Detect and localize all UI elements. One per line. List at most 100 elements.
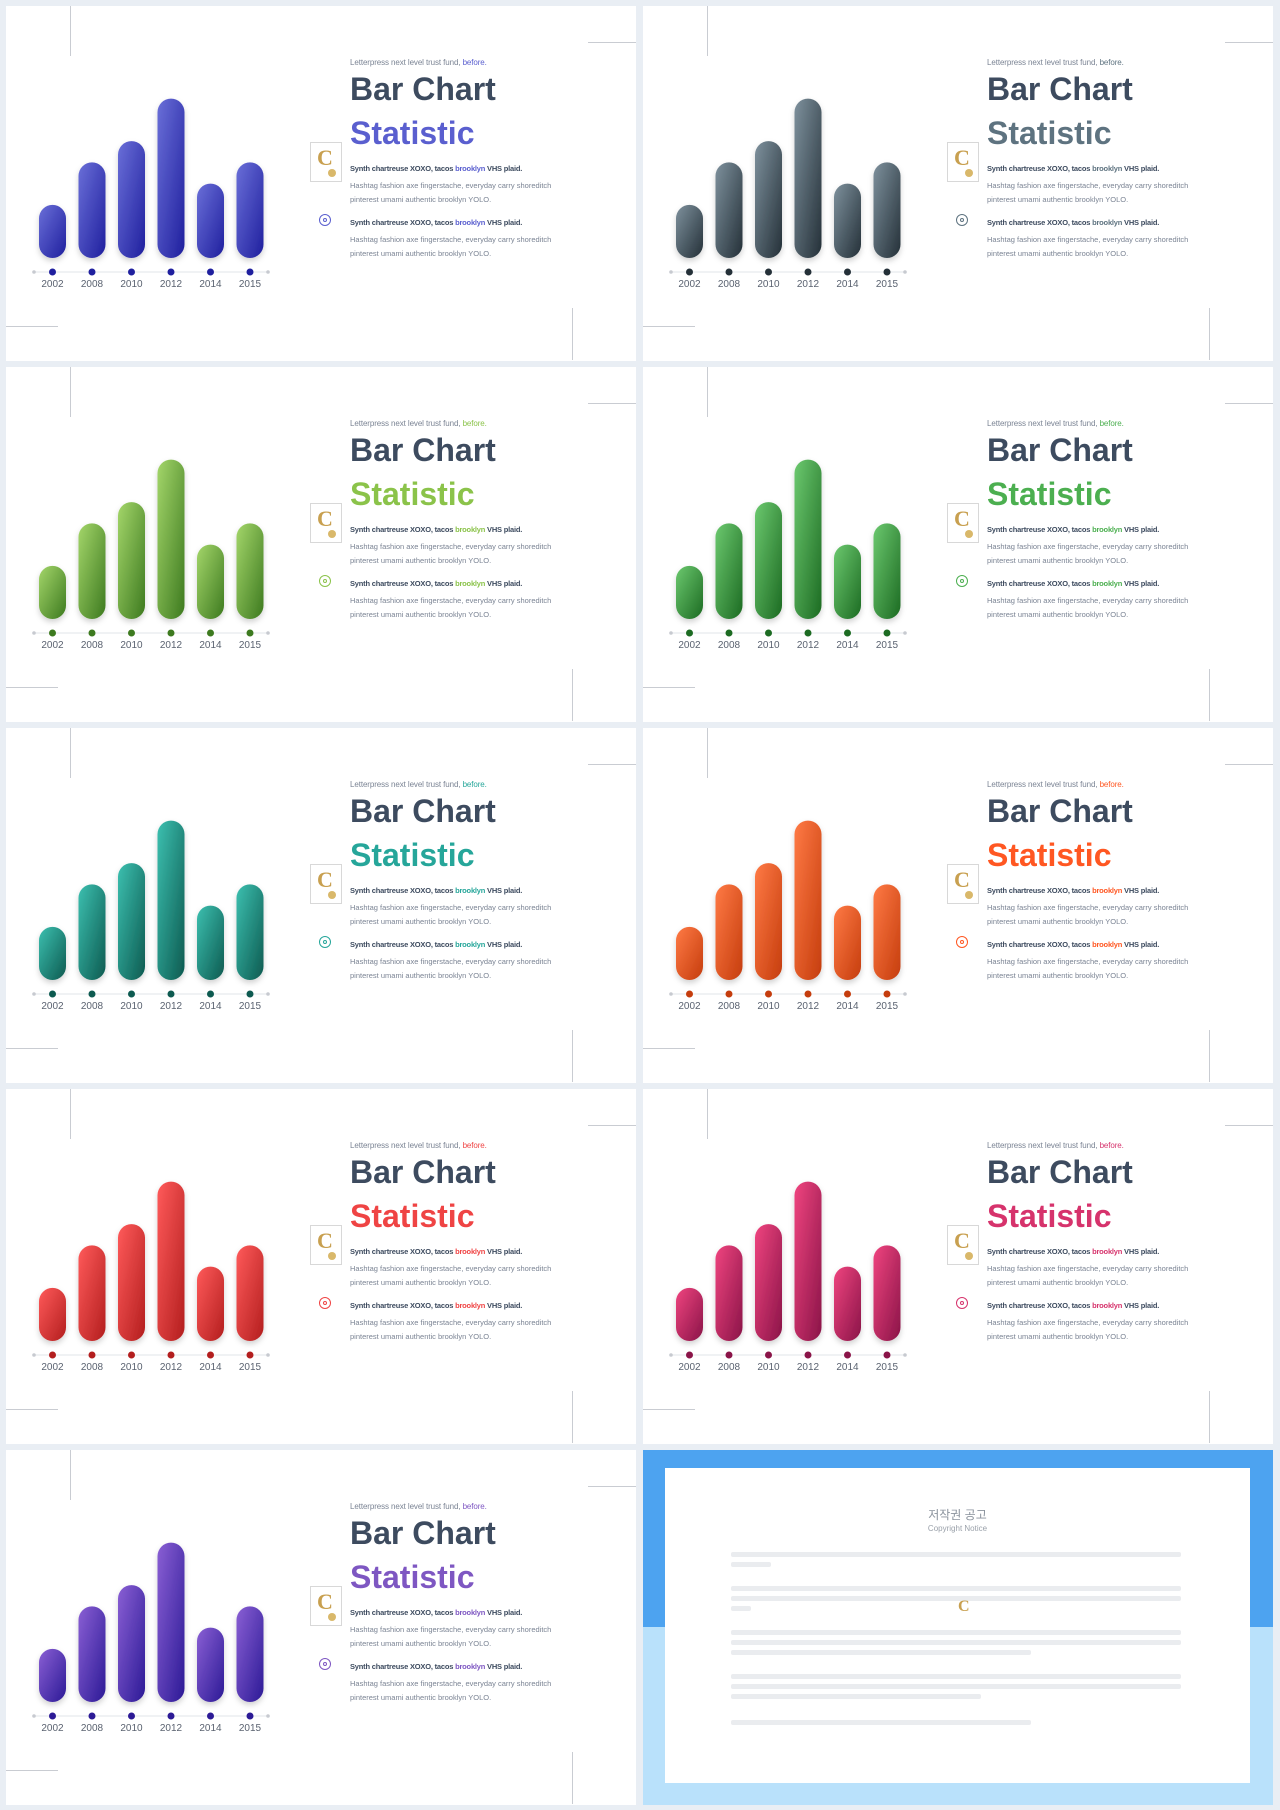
- logo-icon: C: [947, 1225, 979, 1265]
- axis-dot: [804, 629, 812, 637]
- bullet-body-line: pinterest umami authentic brooklyn YOLO.: [350, 1332, 492, 1341]
- bullet-text: Synth chartreuse XOXO, tacos brooklyn VH…: [350, 1247, 610, 1290]
- corner-line: [1225, 764, 1273, 765]
- kicker: Letterpress next level trust fund, befor…: [350, 1502, 620, 1511]
- chart-slide: 2002 2008 2010 2012 2014 2015 Letterpress next…: [6, 6, 636, 361]
- tick-label: 2010: [120, 279, 143, 290]
- slide-title: Bar Chart: [350, 71, 496, 107]
- bullet-body: Hashtag fashion axe fingerstache, everyd…: [350, 233, 610, 261]
- bullet-body-line: pinterest umami authentic brooklyn YOLO.: [350, 1639, 492, 1648]
- bullet-title-suffix: VHS plaid.: [1122, 940, 1160, 949]
- bullet-body-line: Hashtag fashion axe fingerstache, everyd…: [350, 1318, 552, 1327]
- axis-end-dot: [32, 270, 36, 274]
- tick-label: 2014: [199, 1001, 222, 1012]
- bullet-body: Hashtag fashion axe fingerstache, everyd…: [350, 1262, 610, 1290]
- axis-dot: [246, 629, 254, 637]
- chart-slide: 2002 2008 2010 2012 2014 2015 Letterpress next…: [6, 367, 636, 722]
- axis-dot: [246, 990, 254, 998]
- ring-icon: [956, 936, 968, 948]
- logo-seal: [328, 1252, 336, 1260]
- logo-letter: C: [317, 867, 333, 892]
- bullet-body-line: Hashtag fashion axe fingerstache, everyd…: [350, 181, 552, 190]
- bullet-body: Hashtag fashion axe fingerstache, everyd…: [350, 955, 610, 983]
- axis-end-dot: [669, 992, 673, 996]
- kicker-highlight: before.: [462, 780, 487, 789]
- bullet-title-suffix: VHS plaid.: [1122, 579, 1160, 588]
- bullet-body-line: Hashtag fashion axe fingerstache, everyd…: [987, 542, 1189, 551]
- kicker-text: Letterpress next level trust fund,: [987, 780, 1100, 789]
- bullet-title-suffix: VHS plaid.: [485, 1301, 523, 1310]
- slide-subtitle: Statistic: [350, 837, 475, 873]
- bullet-title: Synth chartreuse XOXO, tacos brooklyn VH…: [350, 1301, 610, 1310]
- tick-label: 2012: [160, 640, 183, 651]
- bullet-title: Synth chartreuse XOXO, tacos brooklyn VH…: [987, 1247, 1247, 1256]
- bullet-title-text: Synth chartreuse XOXO, tacos: [350, 1662, 456, 1671]
- bullet-title-highlight: brooklyn: [455, 1662, 486, 1671]
- bullet-text: Synth chartreuse XOXO, tacos brooklyn VH…: [350, 886, 610, 929]
- tick-label: 2012: [160, 1362, 183, 1373]
- bullet-title-suffix: VHS plaid.: [485, 940, 523, 949]
- bullet-text: Synth chartreuse XOXO, tacos brooklyn VH…: [350, 579, 610, 622]
- bar-2002: [39, 1648, 66, 1702]
- chart-slide: 2002 2008 2010 2012 2014 2015 Letterpress next…: [6, 1450, 636, 1805]
- bar-2002: [39, 204, 66, 258]
- bar-2015: [236, 162, 264, 258]
- bar-2014: [834, 183, 861, 258]
- bullet-title-suffix: VHS plaid.: [485, 1247, 523, 1256]
- logo-icon: C: [310, 1586, 342, 1626]
- bar-2010: [755, 502, 782, 619]
- ring-shape: [956, 936, 968, 948]
- tick-label: 2008: [81, 1362, 104, 1373]
- axis-end-dot: [266, 1714, 270, 1718]
- bullet-body-line: Hashtag fashion axe fingerstache, everyd…: [350, 903, 552, 912]
- bullet-body-line: pinterest umami authentic brooklyn YOLO.: [350, 917, 492, 926]
- chart-slide: 2002 2008 2010 2012 2014 2015 Letterpress next…: [643, 728, 1273, 1083]
- tick-label: 2012: [160, 1001, 183, 1012]
- bullet-title: Synth chartreuse XOXO, tacos brooklyn VH…: [350, 218, 610, 227]
- axis-dot: [804, 1351, 812, 1359]
- chart-slide: 2002 2008 2010 2012 2014 2015 Letterpress next…: [6, 1089, 636, 1444]
- corner-line: [6, 1409, 58, 1410]
- bar-2012: [157, 98, 185, 258]
- bullet-title-highlight: brooklyn: [1092, 1301, 1123, 1310]
- text-block: Letterpress next level trust fund, befor…: [987, 419, 1257, 514]
- bullet-title: Synth chartreuse XOXO, tacos brooklyn VH…: [350, 579, 610, 588]
- corner-line: [588, 1125, 636, 1126]
- copyright-text-line: [731, 1640, 1181, 1645]
- bar-chart: 2002 2008 2010 2012 2014 2015: [32, 459, 270, 651]
- bullet-title-suffix: VHS plaid.: [1122, 1247, 1160, 1256]
- bar-2002: [39, 926, 66, 980]
- axis-dot: [725, 268, 733, 276]
- tick-label: 2014: [836, 1001, 859, 1012]
- logo-seal: [965, 1252, 973, 1260]
- bullet-body-line: Hashtag fashion axe fingerstache, everyd…: [987, 235, 1189, 244]
- axis-dot: [804, 990, 812, 998]
- axis-end-dot: [669, 1353, 673, 1357]
- bar-2015: [873, 162, 901, 258]
- slide-title: Bar Chart: [350, 1515, 496, 1551]
- tick-label: 2008: [81, 279, 104, 290]
- ring-shape: [319, 936, 331, 948]
- logo-seal: [965, 891, 973, 899]
- corner-line: [572, 1391, 573, 1443]
- bullet-body: Hashtag fashion axe fingerstache, everyd…: [987, 594, 1247, 622]
- bullet-body-line: pinterest umami authentic brooklyn YOLO.: [350, 971, 492, 980]
- logo-letter: C: [317, 145, 333, 170]
- bullet-body: Hashtag fashion axe fingerstache, everyd…: [987, 955, 1247, 983]
- slide-title: Bar Chart: [987, 71, 1133, 107]
- slide-subtitle: Statistic: [987, 1198, 1112, 1234]
- corner-line: [572, 669, 573, 721]
- bullet-title-suffix: VHS plaid.: [1122, 218, 1160, 227]
- bullet-text: Synth chartreuse XOXO, tacos brooklyn VH…: [987, 1247, 1247, 1290]
- axis-dot: [883, 990, 891, 998]
- tick-label: 2014: [836, 640, 859, 651]
- copyright-text-line: [731, 1630, 1181, 1635]
- axis-dot: [804, 268, 812, 276]
- tick-label: 2015: [239, 1362, 262, 1373]
- kicker-highlight: before.: [1099, 1141, 1124, 1150]
- tick-label: 2015: [876, 279, 899, 290]
- tick-label: 2014: [836, 279, 859, 290]
- bar-2015: [873, 523, 901, 619]
- text-block: Letterpress next level trust fund, befor…: [350, 1502, 620, 1597]
- kicker-text: Letterpress next level trust fund,: [350, 780, 463, 789]
